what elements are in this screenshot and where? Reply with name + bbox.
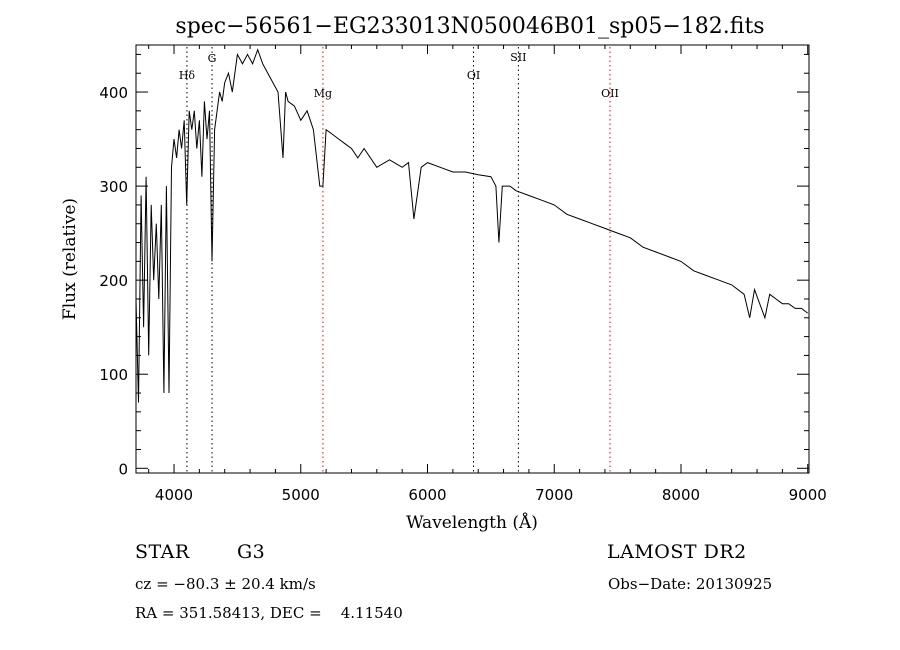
chart-title: spec−56561−EG233013N050046B01_sp05−182.f… — [175, 14, 764, 39]
x-axis-label: Wavelength (Å) — [406, 512, 538, 533]
y-axis: 0 100 200 300 400 — [99, 53, 809, 478]
flux-series-line — [135, 48, 808, 403]
line-label: Hδ — [179, 69, 196, 82]
y-tick-label: 300 — [99, 178, 128, 196]
line-label: OII — [601, 87, 619, 100]
x-tick-label: 9000 — [789, 486, 827, 504]
x-tick-label: 8000 — [662, 486, 700, 504]
ra-dec-value: RA = 351.58413, DEC = 4.11540 — [135, 604, 403, 622]
y-tick-label: 100 — [99, 366, 128, 384]
spectral-line-markers: Hδ G Mg OI SII OII — [179, 47, 619, 473]
object-subclass: G3 — [237, 541, 266, 563]
line-label: OI — [467, 69, 480, 82]
line-label: G — [208, 52, 217, 65]
x-axis: 4000 5000 6000 7000 8000 9000 — [148, 45, 827, 504]
line-label: SII — [510, 51, 526, 64]
y-tick-label: 400 — [99, 84, 128, 102]
line-label: Mg — [314, 87, 332, 100]
obs-date: Obs−Date: 20130925 — [608, 575, 773, 593]
x-tick-label: 7000 — [535, 486, 573, 504]
y-axis-label: Flux (relative) — [60, 198, 80, 320]
y-tick-label: 0 — [118, 460, 128, 478]
x-tick-label: 5000 — [282, 486, 320, 504]
plot-frame — [135, 44, 810, 474]
object-class: STAR — [135, 541, 190, 563]
cz-value: cz = −80.3 ± 20.4 km/s — [135, 575, 316, 593]
x-tick-label: 6000 — [408, 486, 446, 504]
survey-name: LAMOST DR2 — [607, 541, 747, 563]
x-tick-label: 4000 — [155, 486, 193, 504]
y-tick-label: 200 — [99, 272, 128, 290]
